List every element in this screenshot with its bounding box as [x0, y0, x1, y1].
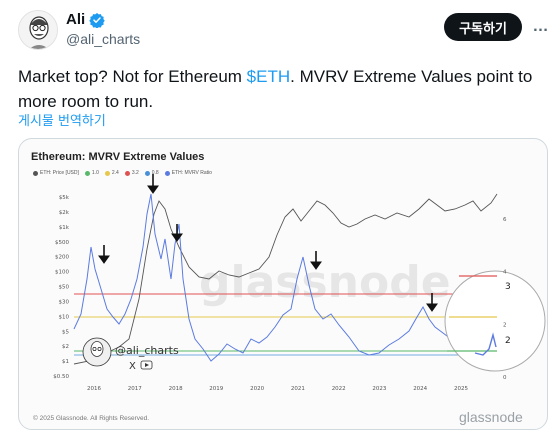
- legend-item: ETH: Price [USD]: [33, 170, 79, 176]
- y-left-tick-label: $0.50: [53, 374, 69, 380]
- y-left-tick-label: $2: [62, 344, 69, 350]
- y-left-tick-label: $1: [62, 359, 69, 365]
- y-right-tick-label: 6: [503, 217, 507, 223]
- y-left-tick-label: $1k: [59, 225, 70, 231]
- legend-swatch: [84, 170, 90, 176]
- y-left-axis: $5k $2k $1k $500 $200 $100 $50 $30 $10 $5 $2 $1 $0.5…: [53, 195, 70, 380]
- x-tick-label: 2021: [291, 386, 305, 392]
- peak-arrows: [98, 174, 438, 312]
- legend-label: 0.8: [151, 170, 159, 176]
- eth-price-series: [73, 193, 498, 365]
- follow-button[interactable]: 구독하기: [444, 13, 522, 41]
- legend-item: ETH: MVRV Ratio: [164, 170, 212, 176]
- translate-post-link[interactable]: 게시물 번역하기: [18, 114, 106, 129]
- tweet-header: Ali @ali_charts 구독하기 …: [0, 0, 560, 56]
- tweet-text: Market top? Not for Ethereum $ETH. MVRV …: [18, 64, 548, 114]
- legend-label: ETH: Price [USD]: [40, 170, 79, 176]
- zoom-label-2: 2: [505, 336, 511, 346]
- cashtag-link[interactable]: $ETH: [246, 67, 291, 86]
- x-tick-label: 2018: [169, 386, 183, 392]
- legend-swatch: [104, 170, 110, 176]
- x-tick-label: 2017: [128, 386, 142, 392]
- y-left-tick-label: $2k: [59, 210, 70, 216]
- x-axis: 2016 2017 2018 2019 2020 2021 2022 2023 2024 2025: [87, 386, 468, 392]
- legend-item: 3.2: [124, 170, 139, 176]
- y-left-tick-label: $50: [59, 285, 70, 291]
- author-name[interactable]: Ali: [66, 11, 86, 28]
- mvrv-chart: glassnode 3 2 $5k$2k$1k$500$200$100$50$3…: [53, 174, 546, 392]
- legend-label: 2.4: [111, 170, 119, 176]
- tweet-text-part: Market top? Not for Ethereum: [18, 67, 247, 86]
- y-right-tick-label: 0: [503, 375, 507, 381]
- legend-item: 0.8: [144, 170, 159, 176]
- y-right-axis: 6 4 2 0: [503, 217, 507, 381]
- zoom-circle: [444, 270, 546, 372]
- y-left-tick-label: $5k: [59, 195, 70, 201]
- legend-label: 1.0: [91, 170, 99, 176]
- x-tick-label: 2016: [87, 386, 101, 392]
- legend-label: ETH: MVRV Ratio: [171, 170, 212, 176]
- y-left-tick-label: $200: [55, 255, 69, 261]
- chart-brand: glassnode: [459, 409, 523, 425]
- zoom-mvrv-series: [474, 332, 497, 356]
- legend-swatch: [164, 170, 170, 176]
- credit-handle: @ali_charts: [115, 344, 179, 357]
- legend-swatch: [124, 170, 130, 176]
- verified-badge-icon: [89, 12, 105, 28]
- more-options-icon[interactable]: …: [532, 18, 550, 35]
- legend-swatch: [33, 170, 38, 176]
- y-left-tick-label: $100: [55, 270, 69, 276]
- zoom-label-3: 3: [505, 282, 511, 292]
- credit-overlay: @ali_charts X: [82, 337, 179, 372]
- tweet-media-image[interactable]: Ethereum: MVRV Extreme Values ETH: Price…: [18, 138, 548, 430]
- x-tick-label: 2022: [332, 386, 346, 392]
- chart-title: Ethereum: MVRV Extreme Values: [31, 151, 205, 163]
- y-left-tick-label: $500: [55, 240, 69, 246]
- avatar-sketch-icon: [19, 11, 57, 49]
- legend-label: 3.2: [131, 170, 139, 176]
- x-logo-icon: X: [129, 361, 136, 372]
- mvrv-ratio-series: [73, 193, 496, 362]
- y-left-tick-label: $30: [59, 299, 70, 305]
- chart-copyright: © 2025 Glassnode. All Rights Reserved.: [33, 415, 150, 422]
- y-left-tick-label: $10: [59, 314, 70, 320]
- youtube-icon: [140, 360, 153, 370]
- legend-item: 2.4: [104, 170, 119, 176]
- tweet-text-part: . MVRV Extreme Values point to more room…: [18, 67, 533, 111]
- y-left-tick-label: $5: [62, 329, 69, 335]
- x-tick-label: 2025: [454, 386, 468, 392]
- x-tick-label: 2020: [250, 386, 264, 392]
- y-right-tick-label: 2: [503, 322, 507, 328]
- y-right-tick-label: 4: [503, 270, 507, 276]
- chart-legend: ETH: Price [USD] 1.0 2.4 3.2 0.8 ETH: MVRV Ra…: [33, 170, 212, 176]
- legend-item: 1.0: [84, 170, 99, 176]
- x-tick-label: 2023: [372, 386, 386, 392]
- x-tick-label: 2019: [209, 386, 223, 392]
- author-handle[interactable]: @ali_charts: [66, 31, 141, 47]
- chart-watermark: glassnode: [199, 257, 451, 308]
- legend-swatch: [144, 170, 150, 176]
- x-tick-label: 2024: [413, 386, 427, 392]
- author-avatar[interactable]: [18, 10, 58, 50]
